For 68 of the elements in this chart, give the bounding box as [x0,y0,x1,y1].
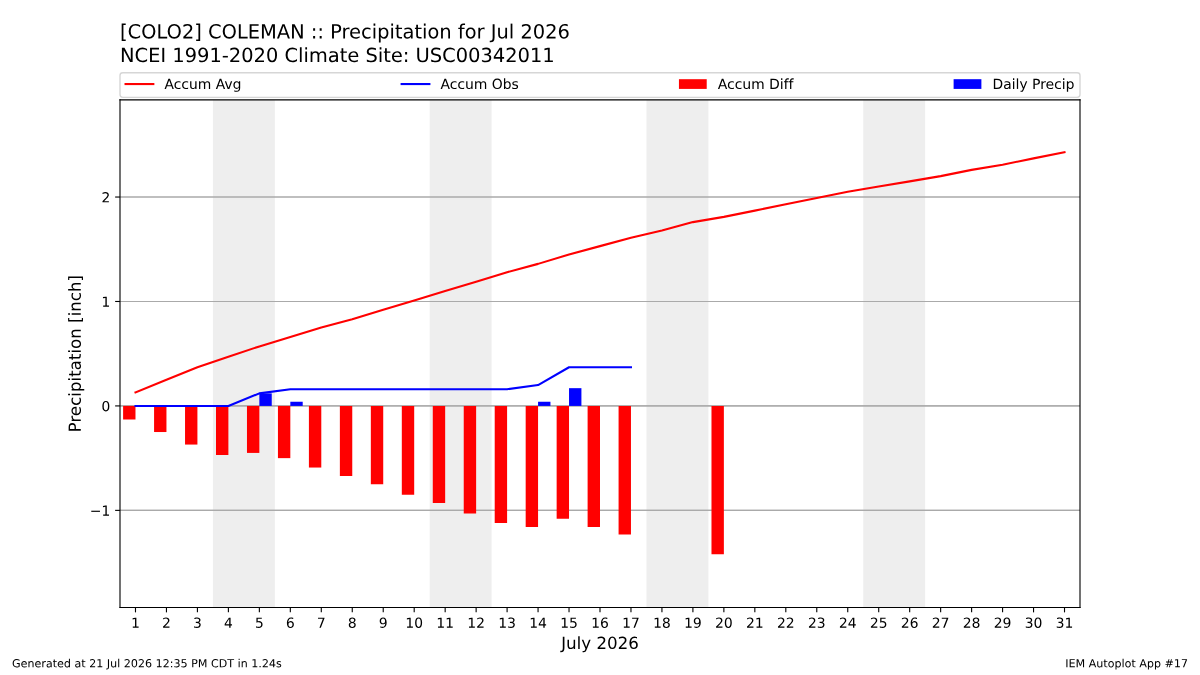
x-tick-label: 4 [224,617,233,628]
bar [308,405,322,468]
text: Generated at 21 Jul 2026 12:35 PM CDT in 1.24s [12,658,282,670]
bar [290,401,303,406]
bar [494,405,508,523]
x-tick-label: 27 [932,617,949,628]
x-axis-title: July 2026 [560,636,638,653]
bar [277,405,291,459]
x-tick-label: 15 [561,617,577,628]
x-tick-label: 3 [194,617,201,628]
chart-title: [COLO2] COLEMAN :: Precipitation for Jul 2026 [121,23,569,43]
bar [216,405,229,456]
bar [538,401,551,406]
bar [123,405,136,420]
bar [569,388,582,406]
y-axis-title: Precipitation [inch] [68,276,85,431]
x-tick-label: 10 [406,617,423,628]
x-tick-label: 14 [530,617,547,628]
bar [432,405,446,504]
x-tick-label: 26 [901,617,918,628]
x-tick-label: 24 [839,617,856,628]
x-tick-label: 12 [468,617,484,628]
bar [618,405,631,535]
x-tick-label: 29 [994,617,1011,628]
x-tick-label: 6 [286,617,294,628]
x-tick-label: 9 [379,617,387,628]
x-tick-label: 7 [318,617,325,628]
text: IEM Autoplot App #17 [1066,658,1188,670]
legend-label: Daily Precip [993,78,1074,92]
bar [525,405,539,528]
bar [185,405,198,445]
line-series [134,151,1066,394]
legend-label: Accum Avg [164,78,241,92]
y-tick-label: 0 [102,400,110,412]
x-tick-label: 5 [256,617,263,628]
legend-label: Accum Diff [717,78,794,90]
legend-label: Accum Obs [440,78,519,90]
x-tick-label: 17 [623,617,639,628]
x-tick-label: 25 [870,617,887,628]
x-tick-label: 20 [716,617,732,628]
x-tick-label: 8 [348,617,356,628]
bar [339,405,353,476]
y-tick-label: −1 [91,505,109,516]
y-tick-label: 1 [102,296,109,307]
bar [463,405,477,514]
y-tick-label: 2 [102,192,109,203]
line-series [134,366,633,407]
x-tick-label: 21 [747,617,763,628]
x-tick-label: 1 [132,617,139,628]
x-tick-label: 18 [654,617,670,628]
bar [711,405,724,555]
x-tick-label: 22 [777,617,794,628]
x-tick-label: 30 [1025,617,1042,628]
bar [556,405,570,519]
bar [370,405,384,485]
x-tick-label: 2 [163,617,170,628]
bar [587,405,600,528]
chart-subtitle: NCEI 1991-2020 Climate Site: USC00342011 [121,47,553,63]
x-tick-label: 13 [499,617,515,628]
x-tick-label: 19 [685,617,701,628]
x-tick-label: 31 [1056,617,1073,628]
bar [154,405,167,433]
x-tick-label: 16 [592,617,608,628]
bar [401,405,415,495]
bar [246,405,260,453]
x-tick-label: 28 [963,617,980,628]
x-tick-label: 11 [437,617,453,628]
x-tick-label: 23 [808,617,825,628]
